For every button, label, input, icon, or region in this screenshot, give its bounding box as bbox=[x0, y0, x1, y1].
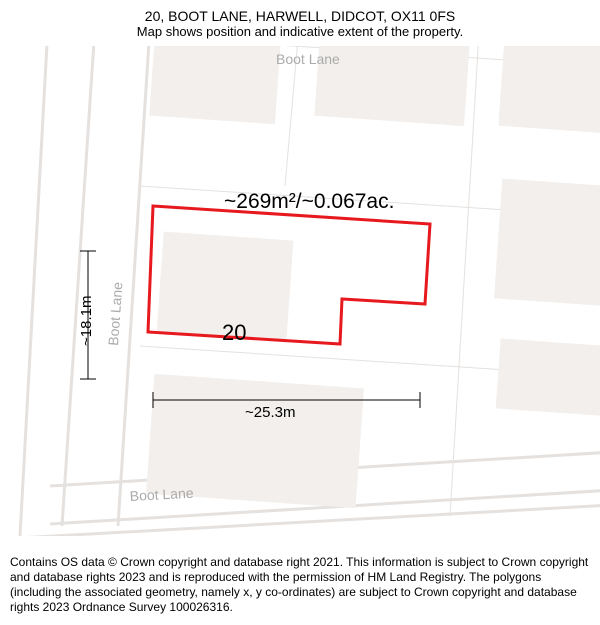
road-label: Boot Lane bbox=[276, 51, 340, 67]
building bbox=[496, 339, 600, 420]
building bbox=[149, 46, 283, 124]
map-canvas: Boot Lane Boot Lane Boot Lane ~269m²/~0.… bbox=[0, 46, 600, 536]
page-title: 20, BOOT LANE, HARWELL, DIDCOT, OX11 0FS bbox=[10, 8, 590, 24]
building bbox=[498, 46, 600, 136]
building bbox=[494, 179, 600, 310]
road-label: Boot Lane bbox=[129, 485, 194, 504]
area-label: ~269m²/~0.067ac. bbox=[224, 190, 394, 214]
dimension-horizontal-label: ~25.3m bbox=[245, 404, 295, 421]
plot-number: 20 bbox=[222, 320, 246, 346]
header: 20, BOOT LANE, HARWELL, DIDCOT, OX11 0FS… bbox=[0, 0, 600, 43]
dimension-vertical-label: ~18.1m bbox=[78, 296, 95, 346]
map-svg: Boot Lane Boot Lane Boot Lane bbox=[0, 46, 600, 536]
page-subtitle: Map shows position and indicative extent… bbox=[10, 24, 590, 39]
footer-copyright: Contains OS data © Crown copyright and d… bbox=[0, 549, 600, 625]
